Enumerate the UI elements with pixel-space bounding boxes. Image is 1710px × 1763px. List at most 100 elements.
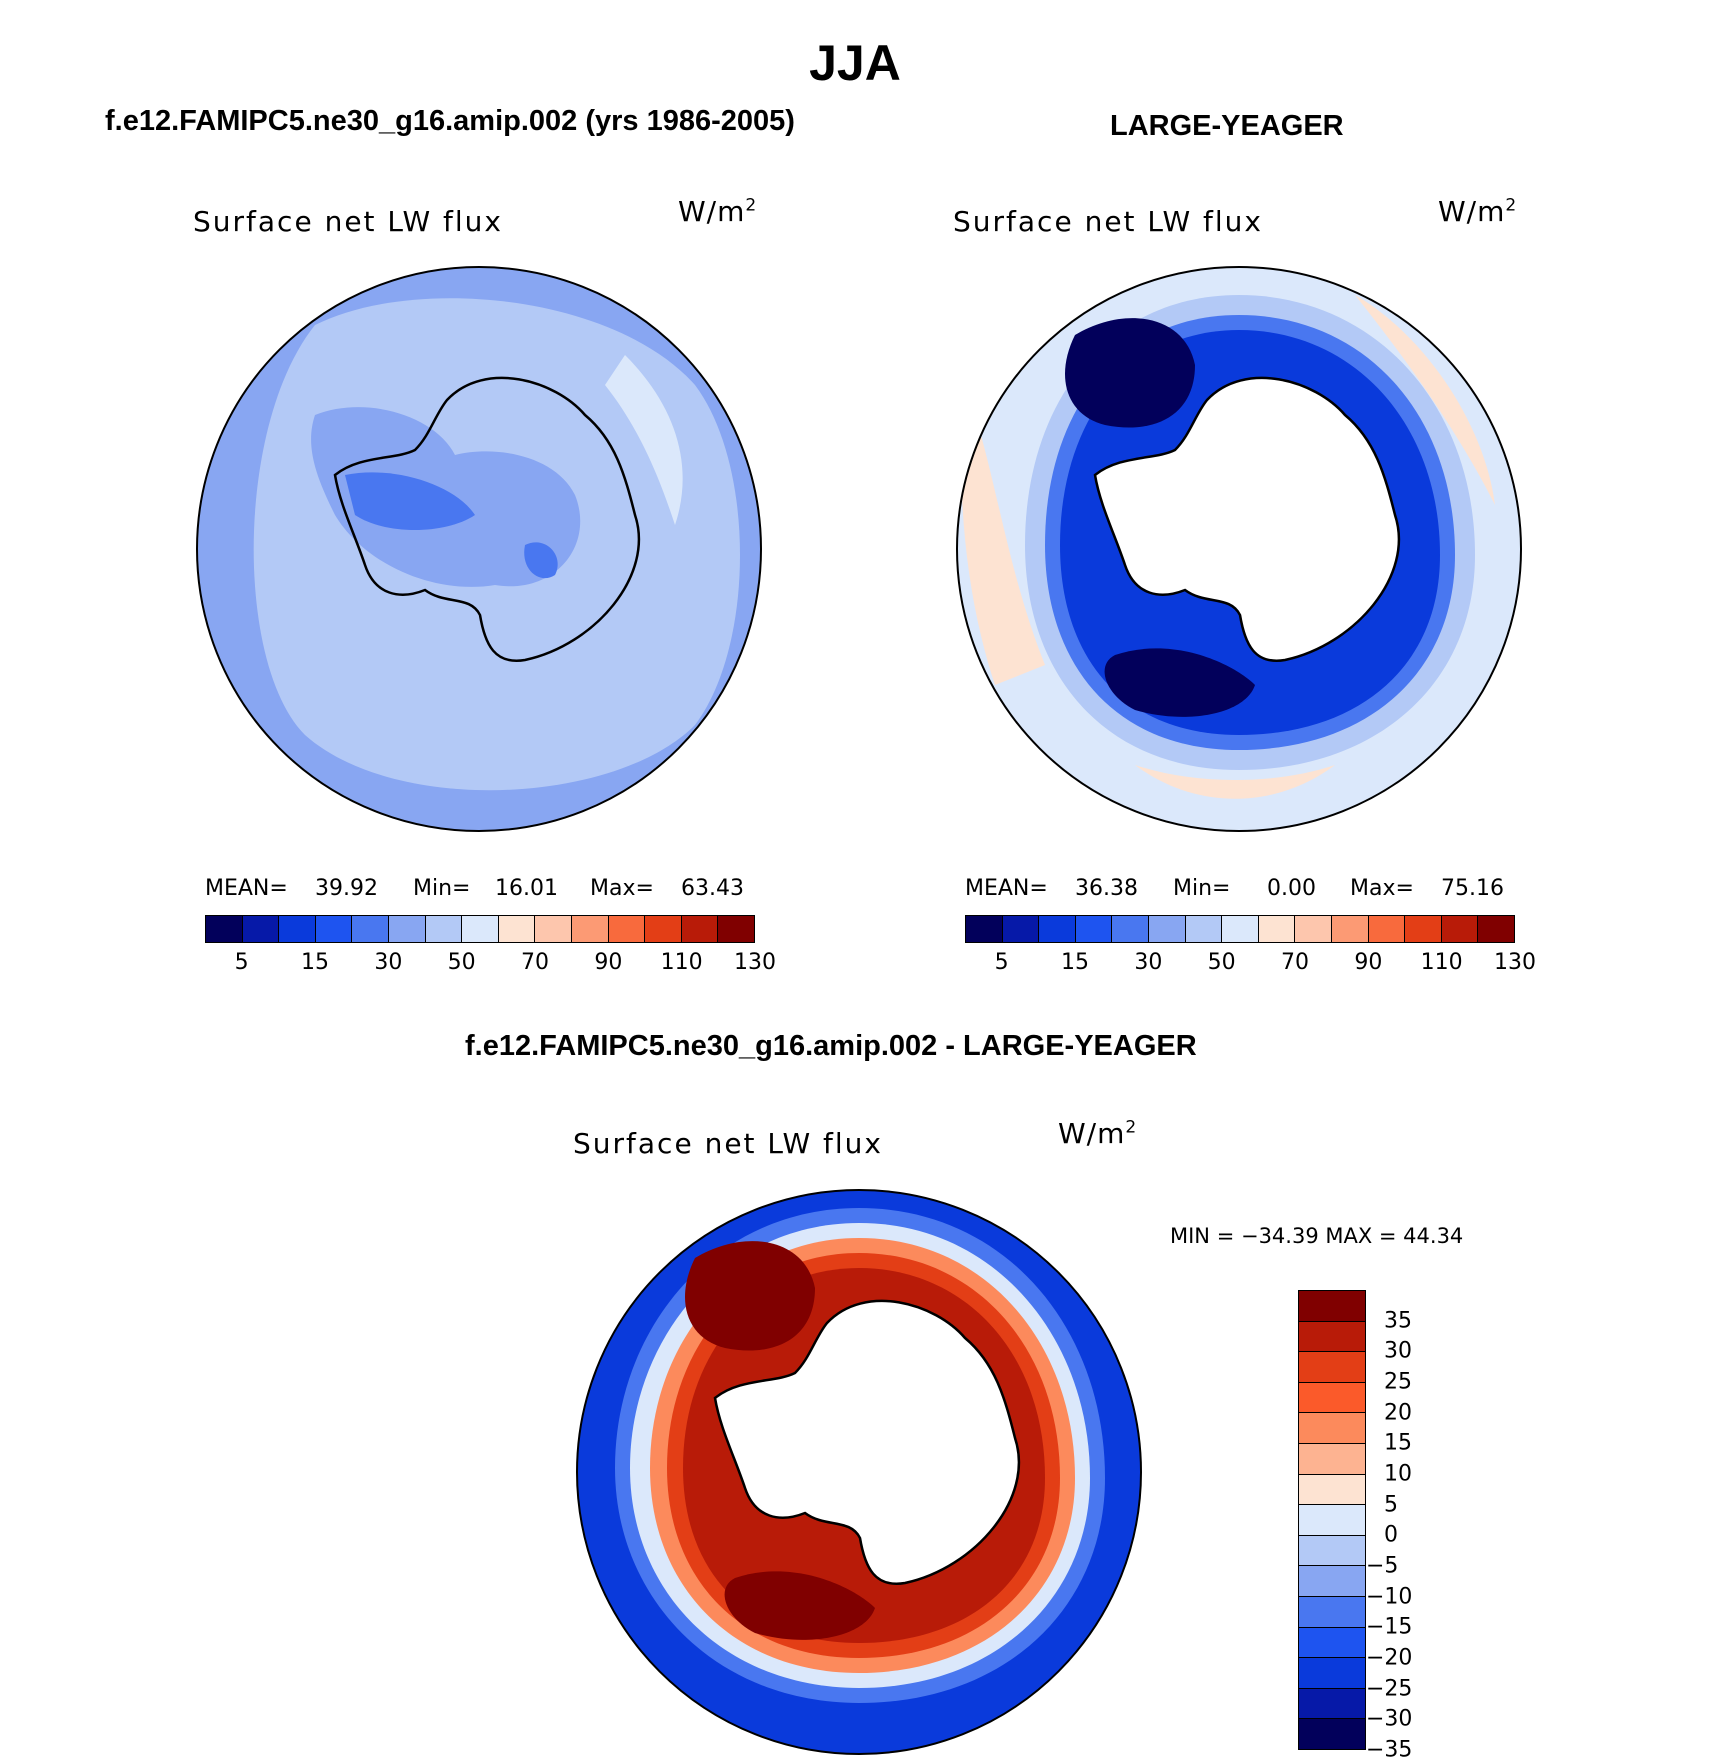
right-panel-title: LARGE-YEAGER bbox=[1110, 110, 1344, 142]
left-mean-value: 39.92 bbox=[315, 876, 378, 901]
diff-minmax: MIN = −34.39 MAX = 44.34 bbox=[1170, 1224, 1464, 1248]
colorbar-segment-0 bbox=[206, 916, 243, 942]
colorbar-segment-13 bbox=[1299, 1688, 1365, 1720]
colorbar-segment-3 bbox=[1075, 916, 1113, 942]
left-min-label: Min= bbox=[413, 876, 471, 901]
colorbar-tick-label: 5 bbox=[1384, 1492, 1398, 1518]
left-mean-label: MEAN= bbox=[205, 876, 288, 901]
colorbar-segment-6 bbox=[1299, 1474, 1365, 1506]
left-max-label: Max= bbox=[590, 876, 654, 901]
colorbar-segment-13 bbox=[681, 916, 719, 942]
colorbar-segment-2 bbox=[1039, 916, 1076, 942]
right-mean-label: MEAN= bbox=[965, 876, 1048, 901]
right-map-field-warm-south bbox=[1135, 765, 1335, 799]
right-stats: MEAN= 36.38 Min= 0.00 Max= 75.16 bbox=[965, 876, 1525, 904]
colorbar-segment-9 bbox=[1299, 1566, 1365, 1597]
colorbar-segment-12 bbox=[1405, 916, 1442, 942]
colorbar-tick-label: −30 bbox=[1366, 1706, 1413, 1732]
left-colorbar bbox=[205, 915, 755, 943]
colorbar-segment-9 bbox=[1295, 916, 1332, 942]
colorbar-segment-1 bbox=[1299, 1321, 1365, 1353]
colorbar-tick-label: 10 bbox=[1384, 1461, 1412, 1487]
colorbar-segment-12 bbox=[645, 916, 682, 942]
colorbar-tick-label: 5 bbox=[234, 950, 249, 975]
diff-map-field-core-north bbox=[685, 1241, 815, 1351]
colorbar-tick-label: 50 bbox=[1207, 950, 1236, 975]
colorbar-segment-7 bbox=[1299, 1505, 1365, 1536]
right-antarctica-coastline bbox=[1093, 376, 1401, 663]
left-colorbar-ticks: 5 15 30 50 70 90 110 130 bbox=[205, 950, 776, 980]
colorbar-tick-label: 15 bbox=[301, 950, 329, 975]
colorbar-segment-1 bbox=[242, 916, 280, 942]
diff-map-field-core-south bbox=[724, 1571, 875, 1640]
colorbar-tick-label: 30 bbox=[1384, 1338, 1412, 1364]
colorbar-segment-14 bbox=[1478, 916, 1514, 942]
colorbar-tick-label: 130 bbox=[734, 950, 776, 975]
right-map-field-warm-west bbox=[961, 385, 1045, 685]
left-min-value: 16.01 bbox=[495, 876, 558, 901]
left-variable-label: Surface net LW flux bbox=[193, 205, 503, 238]
colorbar-tick-label: 30 bbox=[374, 950, 403, 975]
right-mean-value: 36.38 bbox=[1075, 876, 1138, 901]
colorbar-tick-label: 25 bbox=[1384, 1369, 1412, 1395]
colorbar-tick-label: 130 bbox=[1494, 950, 1536, 975]
colorbar-segment-3 bbox=[1299, 1382, 1365, 1414]
colorbar-segment-11 bbox=[1368, 916, 1406, 942]
colorbar-segment-5 bbox=[1299, 1443, 1365, 1475]
diff-map-field-missing bbox=[715, 1300, 1019, 1584]
diff-colorbar-ticks: 35 30 25 20 15 10 5 0 −5 −10 −15 −20 −25 −30 −35 bbox=[1366, 1290, 1454, 1762]
colorbar-tick-label: 110 bbox=[1420, 950, 1463, 975]
right-min-label: Min= bbox=[1173, 876, 1231, 901]
colorbar-segment-1 bbox=[1002, 916, 1040, 942]
colorbar-tick-label: 15 bbox=[1061, 950, 1089, 975]
left-map-field-dark-2 bbox=[524, 542, 558, 579]
colorbar-segment-0 bbox=[1299, 1291, 1365, 1322]
left-max-value: 63.43 bbox=[681, 876, 744, 901]
colorbar-segment-13 bbox=[1441, 916, 1479, 942]
left-stats: MEAN= 39.92 Min= 16.01 Max= 63.43 bbox=[205, 876, 765, 904]
colorbar-tick-label: 70 bbox=[521, 950, 549, 975]
colorbar-segment-4 bbox=[352, 916, 389, 942]
colorbar-segment-11 bbox=[608, 916, 646, 942]
diff-colorbar bbox=[1298, 1290, 1366, 1750]
colorbar-tick-label: −15 bbox=[1366, 1614, 1413, 1640]
colorbar-tick-label: 30 bbox=[1134, 950, 1163, 975]
colorbar-segment-7 bbox=[462, 916, 499, 942]
colorbar-segment-2 bbox=[279, 916, 316, 942]
colorbar-tick-label: 70 bbox=[1281, 950, 1309, 975]
left-polar-map bbox=[196, 266, 762, 832]
colorbar-segment-10 bbox=[571, 916, 609, 942]
colorbar-segment-4 bbox=[1299, 1413, 1365, 1444]
diff-map-boundary bbox=[576, 1189, 1142, 1755]
colorbar-segment-14 bbox=[718, 916, 754, 942]
colorbar-segment-3 bbox=[315, 916, 353, 942]
colorbar-segment-2 bbox=[1299, 1352, 1365, 1383]
right-units: W/m2 bbox=[1438, 195, 1518, 228]
colorbar-tick-label: −5 bbox=[1366, 1553, 1399, 1579]
right-colorbar bbox=[965, 915, 1515, 943]
colorbar-tick-label: 15 bbox=[1384, 1430, 1412, 1456]
colorbar-segment-8 bbox=[1258, 916, 1296, 942]
colorbar-tick-label: 50 bbox=[447, 950, 476, 975]
left-units: W/m2 bbox=[678, 195, 758, 228]
colorbar-tick-label: 90 bbox=[594, 950, 623, 975]
colorbar-tick-label: −10 bbox=[1366, 1584, 1413, 1610]
diff-antarctica-coastline bbox=[713, 1299, 1021, 1586]
colorbar-segment-6 bbox=[425, 916, 463, 942]
right-map-field-missing bbox=[1095, 377, 1399, 661]
colorbar-segment-0 bbox=[966, 916, 1003, 942]
right-map-field-core-north bbox=[1065, 318, 1195, 428]
colorbar-segment-11 bbox=[1299, 1627, 1365, 1659]
colorbar-tick-label: −25 bbox=[1366, 1676, 1413, 1702]
right-max-label: Max= bbox=[1350, 876, 1414, 901]
diff-polar-map bbox=[576, 1189, 1142, 1755]
diff-panel-title: f.e12.FAMIPC5.ne30_g16.amip.002 - LARGE-… bbox=[465, 1030, 1197, 1062]
left-map-field-lightest bbox=[605, 355, 683, 525]
colorbar-segment-10 bbox=[1331, 916, 1369, 942]
colorbar-tick-label: 110 bbox=[660, 950, 703, 975]
colorbar-segment-10 bbox=[1299, 1596, 1365, 1628]
colorbar-tick-label: −35 bbox=[1366, 1737, 1413, 1763]
colorbar-tick-label: −20 bbox=[1366, 1645, 1413, 1671]
left-panel-title: f.e12.FAMIPC5.ne30_g16.amip.002 (yrs 198… bbox=[105, 105, 795, 137]
colorbar-segment-4 bbox=[1112, 916, 1149, 942]
